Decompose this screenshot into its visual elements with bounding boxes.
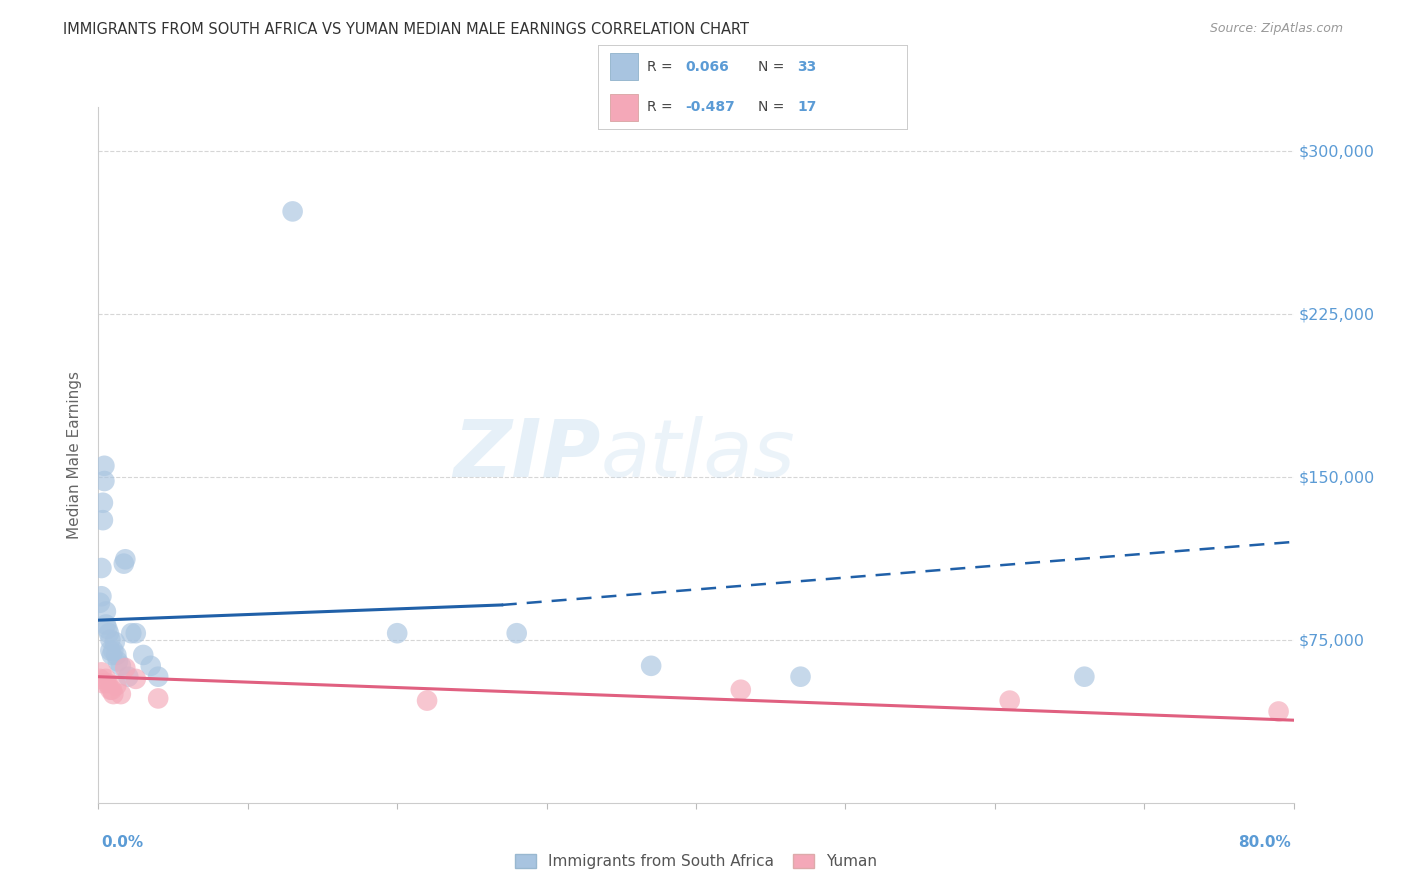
- Text: -0.487: -0.487: [686, 100, 735, 114]
- Text: IMMIGRANTS FROM SOUTH AFRICA VS YUMAN MEDIAN MALE EARNINGS CORRELATION CHART: IMMIGRANTS FROM SOUTH AFRICA VS YUMAN ME…: [63, 22, 749, 37]
- Point: [97, 626, 120, 640]
- Point: [117, 670, 139, 684]
- Text: 33: 33: [797, 60, 817, 74]
- Point: [103, 687, 125, 701]
- Point: [91, 513, 114, 527]
- Text: 0.0%: 0.0%: [101, 836, 143, 850]
- Y-axis label: Median Male Earnings: Median Male Earnings: [67, 371, 83, 539]
- Point: [100, 632, 122, 647]
- Point: [148, 670, 170, 684]
- Point: [125, 672, 148, 686]
- Point: [89, 672, 111, 686]
- Point: [107, 655, 129, 669]
- Point: [103, 643, 125, 657]
- Text: 80.0%: 80.0%: [1237, 836, 1291, 850]
- Point: [105, 648, 128, 662]
- Point: [506, 626, 529, 640]
- Text: atlas: atlas: [600, 416, 796, 494]
- Point: [93, 458, 115, 473]
- Point: [281, 204, 304, 219]
- Point: [93, 474, 115, 488]
- FancyBboxPatch shape: [610, 94, 638, 120]
- Point: [94, 672, 117, 686]
- Point: [94, 605, 117, 619]
- Point: [416, 693, 439, 707]
- Point: [101, 682, 124, 697]
- Point: [114, 661, 136, 675]
- Text: 0.066: 0.066: [686, 60, 730, 74]
- Point: [139, 658, 162, 673]
- Point: [148, 691, 170, 706]
- Text: N =: N =: [758, 100, 785, 114]
- Point: [110, 658, 132, 673]
- Point: [120, 626, 142, 640]
- Point: [114, 552, 136, 566]
- Point: [90, 665, 112, 680]
- Point: [385, 626, 409, 640]
- Point: [640, 658, 662, 673]
- Point: [101, 648, 124, 662]
- Point: [91, 676, 114, 690]
- Point: [94, 617, 117, 632]
- FancyBboxPatch shape: [610, 54, 638, 80]
- Point: [1073, 670, 1095, 684]
- Point: [100, 682, 122, 697]
- Point: [104, 635, 127, 649]
- Point: [100, 643, 122, 657]
- Point: [110, 687, 132, 701]
- Point: [89, 596, 111, 610]
- Point: [125, 626, 148, 640]
- Text: R =: R =: [647, 100, 672, 114]
- Point: [90, 589, 112, 603]
- Point: [96, 676, 118, 690]
- Point: [730, 682, 752, 697]
- Point: [132, 648, 155, 662]
- Text: 17: 17: [797, 100, 817, 114]
- Legend: Immigrants from South Africa, Yuman: Immigrants from South Africa, Yuman: [509, 847, 883, 875]
- Point: [90, 561, 112, 575]
- Text: ZIP: ZIP: [453, 416, 600, 494]
- Point: [112, 557, 135, 571]
- Point: [789, 670, 811, 684]
- Point: [105, 678, 128, 692]
- Point: [91, 496, 114, 510]
- Point: [1267, 705, 1289, 719]
- Point: [998, 693, 1021, 707]
- Point: [96, 622, 118, 636]
- Text: Source: ZipAtlas.com: Source: ZipAtlas.com: [1209, 22, 1343, 36]
- Text: R =: R =: [647, 60, 672, 74]
- Text: N =: N =: [758, 60, 785, 74]
